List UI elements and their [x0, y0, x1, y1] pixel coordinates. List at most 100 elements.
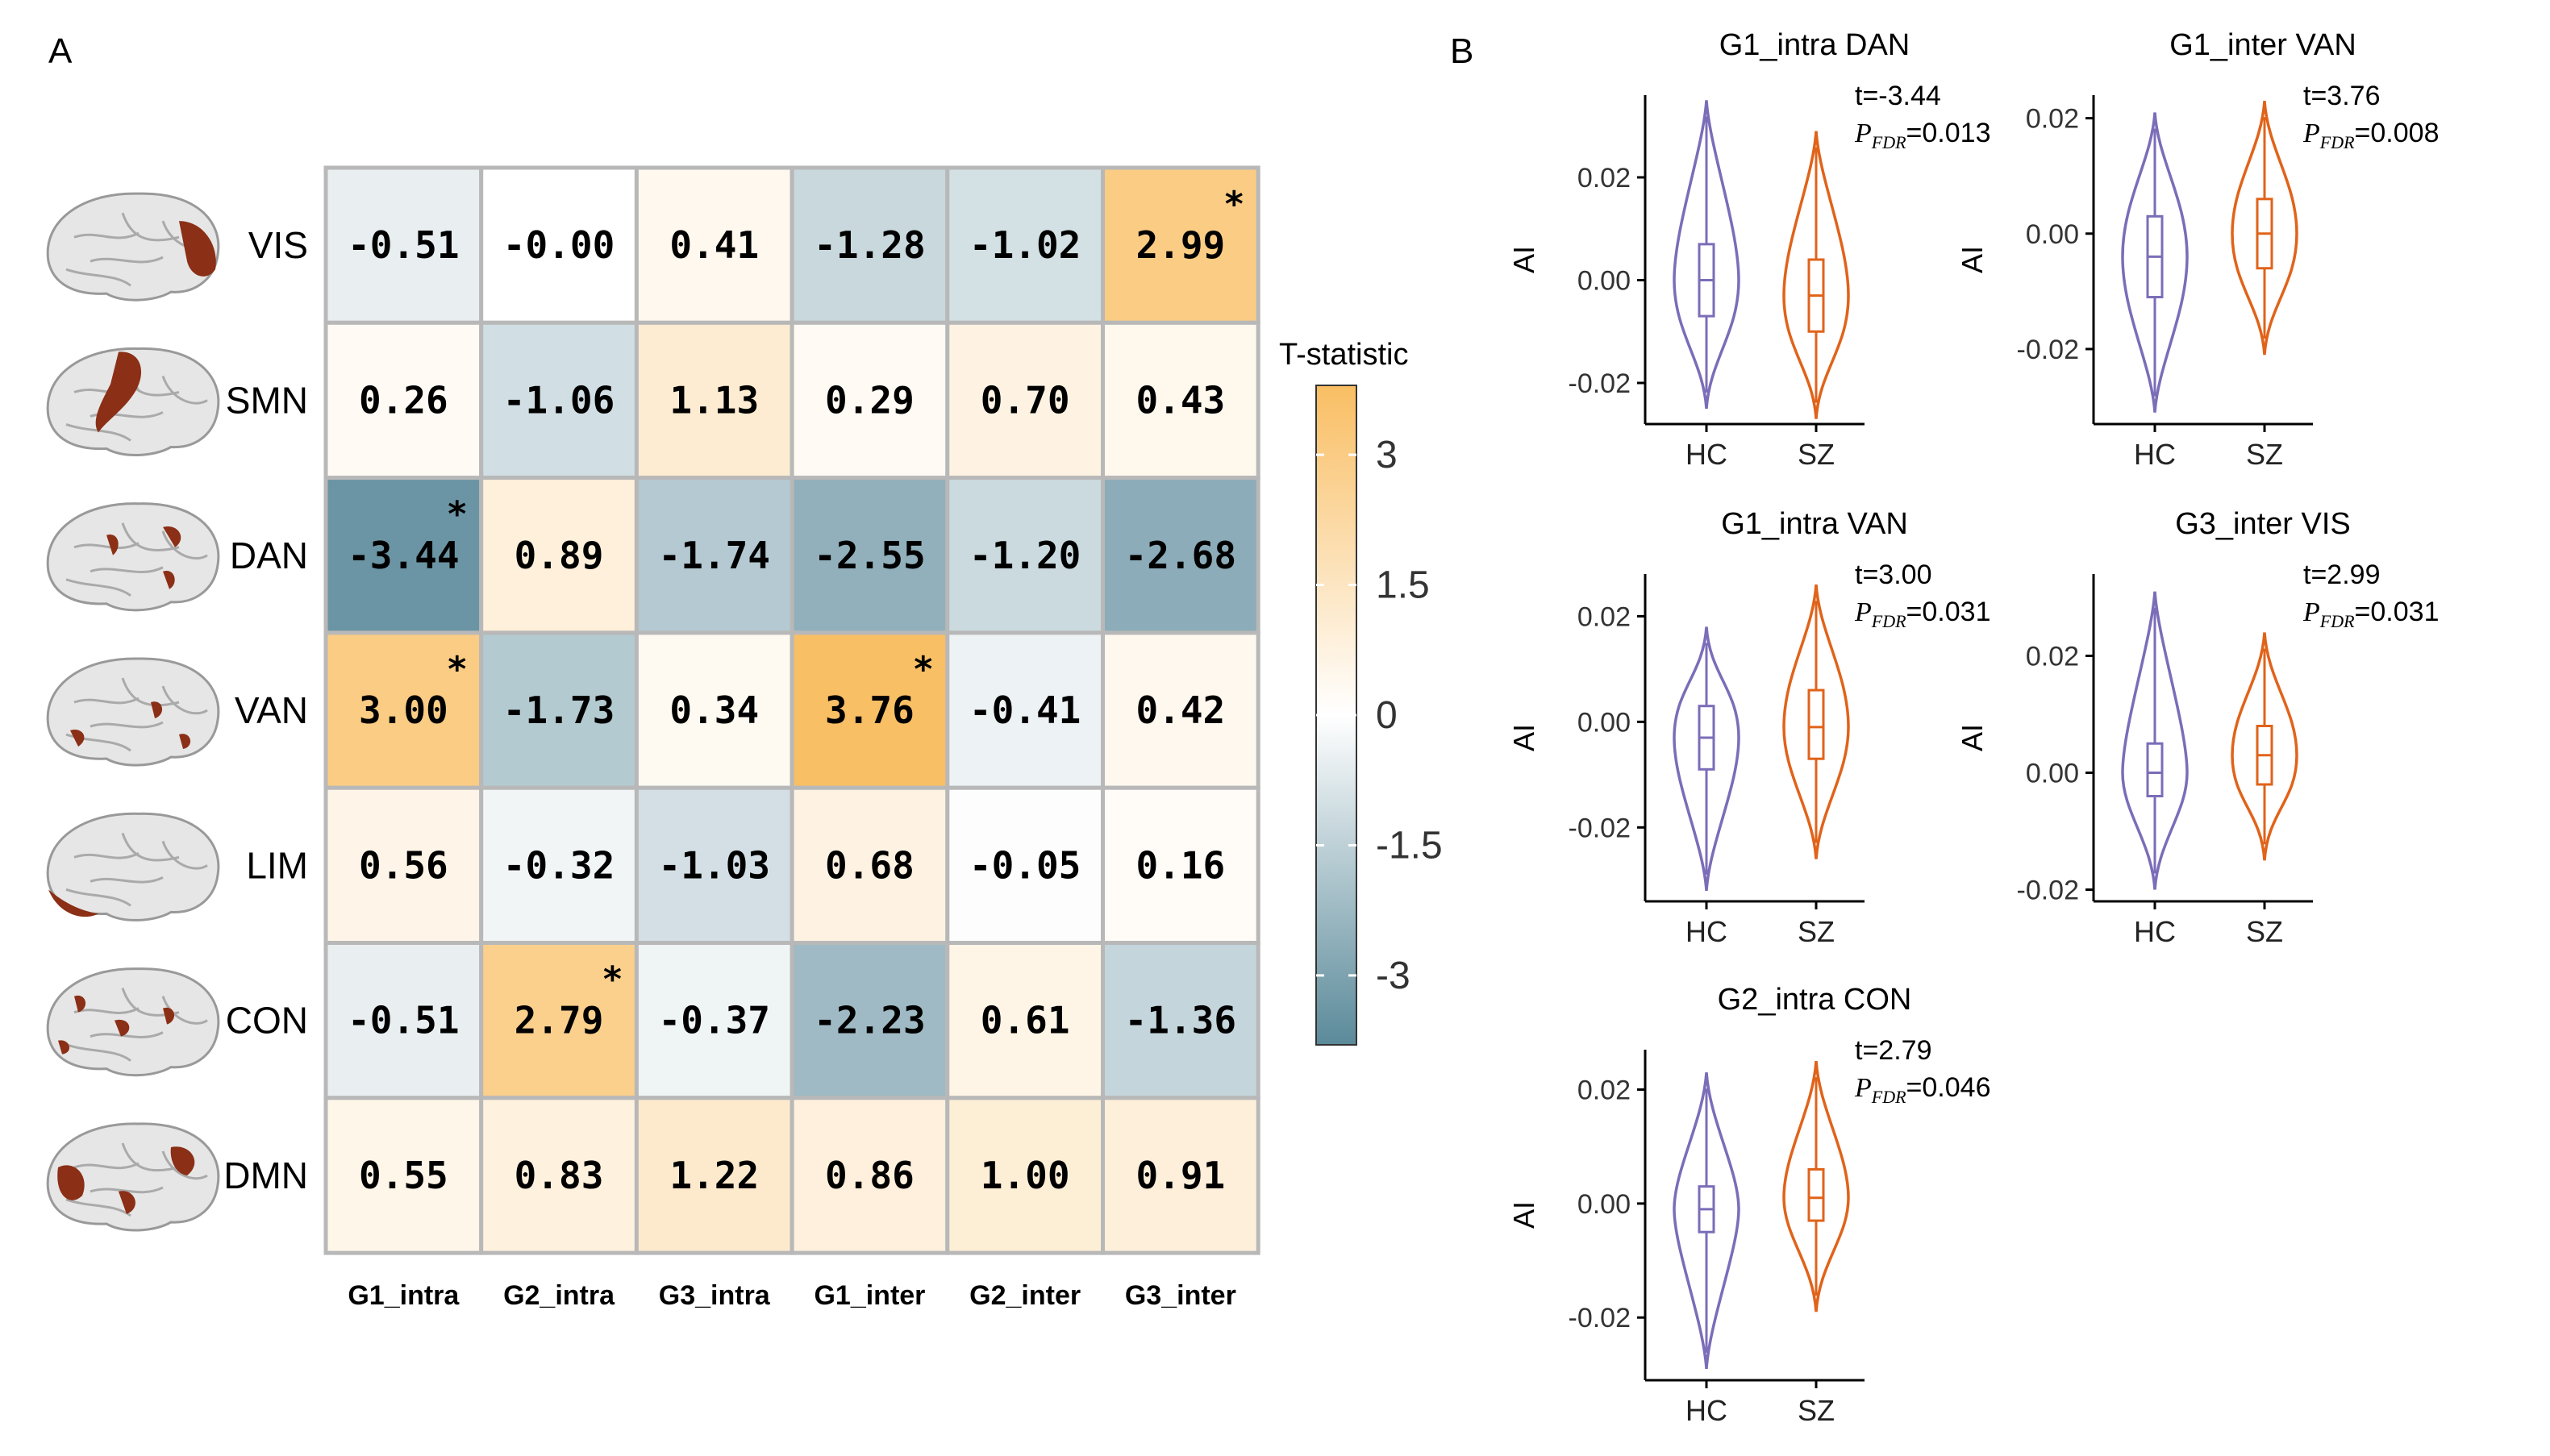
heatmap-cell-rect — [634, 941, 794, 1100]
heatmap-cell-rect — [479, 941, 639, 1100]
violin-hc — [1673, 100, 1740, 409]
heatmap-cell: -0.37 — [634, 941, 794, 1100]
heatmap-cell: -1.02 — [945, 165, 1106, 325]
heatmap-cell-value: 2.99 — [1135, 223, 1225, 267]
y-tick-label: 0.02 — [1577, 163, 1631, 193]
brain-network-patch — [57, 1165, 85, 1200]
violin-panel: G2_intra CON -0.02 0.00 0.02 AI HC SZ t=2.79 PFD… — [1507, 983, 1991, 1427]
column-label-g3_intra: G3_intra — [659, 1280, 771, 1311]
violin-hc — [2121, 112, 2189, 413]
brain-sulcus — [121, 212, 180, 242]
violin-sz — [2231, 632, 2298, 861]
heatmap-cell-rect — [790, 630, 950, 790]
y-tick-label: 0.00 — [1577, 1189, 1631, 1220]
heatmap-cell-rect — [790, 320, 950, 480]
violin-panel: G1_intra DAN -0.02 0.00 0.02 AI HC SZ t=-3.44 PF… — [1507, 28, 1991, 471]
heatmap-cell-value: -0.00 — [503, 223, 615, 267]
brain-sulcus — [73, 852, 140, 859]
heatmap-cell-value: 1.22 — [669, 1154, 759, 1197]
heatmap-cell-rect — [1101, 165, 1260, 325]
brain-lim-icon — [46, 812, 220, 921]
brain-sulcus — [73, 542, 140, 550]
y-tick-label: 0.00 — [2026, 759, 2079, 789]
brain-con-icon — [46, 967, 220, 1077]
x-tick-label: HC — [2134, 915, 2176, 948]
brain-network-patch — [151, 701, 163, 719]
heatmap-cell-value: 0.26 — [359, 378, 448, 422]
row-label-dmn: DMN — [223, 1154, 308, 1196]
violin-title: G1_inter VAN — [2169, 28, 2356, 62]
y-tick-label: 0.02 — [1577, 601, 1631, 632]
brain-network-patch — [106, 534, 119, 555]
y-axis-label: AI — [1507, 1201, 1540, 1229]
heatmap-cell: -0.51 — [323, 165, 484, 325]
heatmap-cell-rect — [479, 320, 639, 480]
heatmap-cell-value: 3.00 — [359, 688, 448, 732]
heatmap-cell: 0.55 — [323, 1096, 484, 1255]
brain-network-patch — [48, 889, 98, 917]
heatmap-cell: -1.03 — [634, 785, 794, 946]
heatmap-cell-value: -0.37 — [659, 999, 770, 1042]
stat-t-value: t=2.79 — [1855, 1035, 1931, 1066]
brain-sulcus — [161, 375, 208, 405]
heatmap-cell-rect — [634, 630, 794, 790]
brain-sulcus — [121, 832, 180, 862]
brain-network-patch — [95, 352, 142, 433]
row-label-dan: DAN — [230, 535, 308, 576]
brain-network-patch — [163, 570, 175, 589]
heatmap-cell-rect — [479, 1096, 639, 1255]
heatmap-cell-value: -2.23 — [814, 999, 925, 1042]
significance-marker: * — [448, 494, 466, 535]
heatmap-cell-value: 0.70 — [981, 378, 1070, 422]
colorbar: T-statistic 3 1.5 0 -1.5 -3 — [1279, 338, 1443, 1046]
significance-marker: * — [603, 959, 622, 1000]
violin-hc — [1673, 626, 1740, 892]
heatmap-cell: -0.41 — [945, 630, 1106, 790]
colorbar-title: T-statistic — [1279, 338, 1408, 372]
heatmap-cell-rect — [1101, 320, 1260, 480]
violin-panel: G1_intra VAN -0.02 0.00 0.02 AI HC SZ t=3.00 PFD… — [1507, 507, 1991, 948]
stat-t-value: t=3.00 — [1855, 560, 1931, 590]
heatmap-cell-value: 0.29 — [825, 378, 915, 422]
heatmap-cell: 1.13 — [634, 320, 794, 480]
heatmap-cell-value: -0.51 — [348, 999, 459, 1042]
row-label-van: VAN — [235, 689, 308, 731]
heatmap-cell-value: -0.32 — [503, 843, 615, 887]
stat-t-value: t=3.76 — [2303, 81, 2380, 111]
violin-title: G1_intra DAN — [1719, 28, 1910, 62]
column-label-g1_inter: G1_inter — [814, 1280, 925, 1311]
y-tick-label: 0.00 — [1577, 707, 1631, 738]
panel-b-label: B — [1450, 31, 1473, 71]
heatmap-cell: 0.86 — [790, 1096, 950, 1255]
row-label-lim: LIM — [246, 844, 308, 886]
heatmap-cell: -1.20 — [945, 476, 1106, 635]
heatmap-cell-rect — [945, 476, 1106, 635]
row-label-vis: VIS — [248, 224, 308, 266]
brain-sulcus — [121, 677, 180, 707]
heatmap-cell: 0.29 — [790, 320, 950, 480]
colorbar-tick-label: 0 — [1376, 694, 1398, 737]
heatmap-cell: 1.22 — [634, 1096, 794, 1255]
heatmap-cell: -3.44 — [323, 476, 484, 635]
heatmap-cell: -0.00 — [479, 165, 639, 325]
y-tick-label: 0.02 — [2026, 104, 2079, 135]
colorbar-tick-label: -3 — [1376, 955, 1410, 997]
heatmap-cell-value: 0.41 — [669, 223, 759, 267]
brain-sulcus — [90, 566, 164, 574]
heatmap-cell: 1.00 — [945, 1096, 1106, 1255]
heatmap-cell-value: 0.43 — [1135, 378, 1225, 422]
violin-title: G3_inter VIS — [2175, 507, 2351, 541]
heatmap-cell: -0.05 — [945, 785, 1106, 946]
heatmap-cell: -0.32 — [479, 785, 639, 946]
heatmap-cell-value: -1.03 — [659, 843, 770, 887]
y-axis-label: AI — [1507, 246, 1540, 273]
violin-sz — [1782, 584, 1850, 859]
brain-sulcus — [121, 1142, 180, 1172]
brain-network-patch — [163, 526, 181, 547]
stat-p-value: PFDR=0.031 — [1854, 597, 1991, 631]
heatmap-cell: -2.68 — [1101, 476, 1260, 635]
heatmap-cell-rect — [479, 476, 639, 635]
heatmap-cell: 0.43 — [1101, 320, 1260, 480]
heatmap-cell-value: -1.36 — [1125, 999, 1236, 1042]
x-tick-label: SZ — [1798, 1394, 1835, 1427]
